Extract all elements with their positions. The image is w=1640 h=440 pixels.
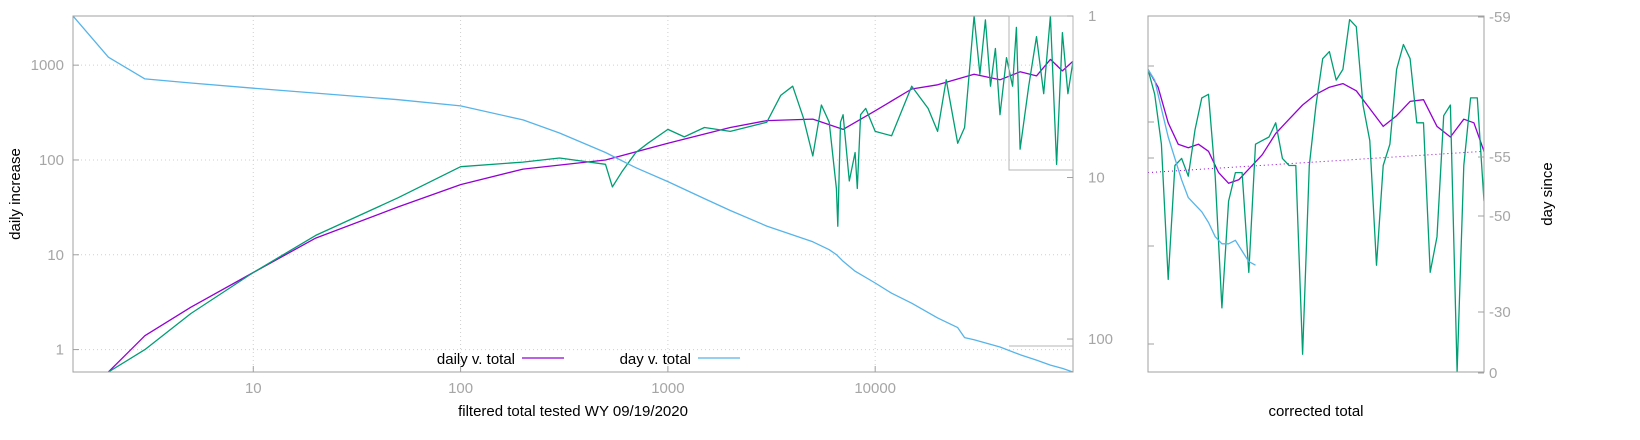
zoom-region-box [1008, 15, 1074, 171]
main-x-axis-title: filtered total tested WY 09/19/2020 [458, 403, 688, 420]
side-series-line-2 [1148, 69, 1256, 266]
y2-tick-label: 100 [1088, 331, 1113, 348]
main-plot-series [73, 16, 1073, 372]
side-y2-tick-label: -55 [1489, 149, 1511, 166]
y2-tick-label: 10 [1088, 170, 1105, 187]
side-y2-tick-label: -59 [1489, 9, 1511, 26]
legend-label: daily v. total [437, 351, 515, 368]
legend-label: day v. total [620, 351, 691, 368]
main-plot-inset-box [1008, 15, 1074, 347]
main-y-axis-title: daily increase [7, 148, 24, 240]
side-series-line-1 [1148, 18, 1484, 372]
y2-tick-label: 1 [1088, 8, 1096, 25]
y-tick-label: 100 [39, 152, 64, 169]
x-tick-label: 100 [448, 380, 473, 397]
side-x-axis-title: corrected total [1268, 403, 1363, 420]
main-series-line-2 [73, 16, 1073, 372]
side-series-line-0 [1148, 69, 1484, 184]
side-plot-series [1148, 18, 1484, 372]
side-y2-tick-label: -30 [1489, 304, 1511, 321]
side-y2-tick-label: 0 [1489, 365, 1497, 382]
y-tick-label: 1000 [31, 57, 64, 74]
y-tick-label: 10 [47, 247, 64, 264]
side-y2-tick-label: -50 [1489, 208, 1511, 225]
main-plot-grid [73, 16, 1073, 372]
side-plot-frame [1147, 15, 1485, 373]
main-series-line-1 [108, 16, 1073, 372]
x-tick-label: 1000 [651, 380, 684, 397]
main-plot-border [72, 15, 1074, 373]
side-plot-tick-labels: -59 -55 -50 -30 0 [1148, 9, 1511, 382]
side-y2-axis-title: day since [1539, 162, 1556, 225]
x-tick-label: 10000 [854, 380, 896, 397]
x-tick-label: 10 [245, 380, 262, 397]
side-series-line-3 [1148, 150, 1484, 174]
main-plot-frame [72, 15, 1074, 373]
main-series-line-0 [107, 58, 1073, 372]
y-tick-label: 1 [56, 342, 64, 359]
main-plot-legend: daily v. total day v. total [437, 351, 740, 368]
side-plot-border [1147, 15, 1485, 373]
main-plot-tick-labels: 10 100 1000 10000 1 10 100 1000 1 10 100 [31, 8, 1113, 397]
